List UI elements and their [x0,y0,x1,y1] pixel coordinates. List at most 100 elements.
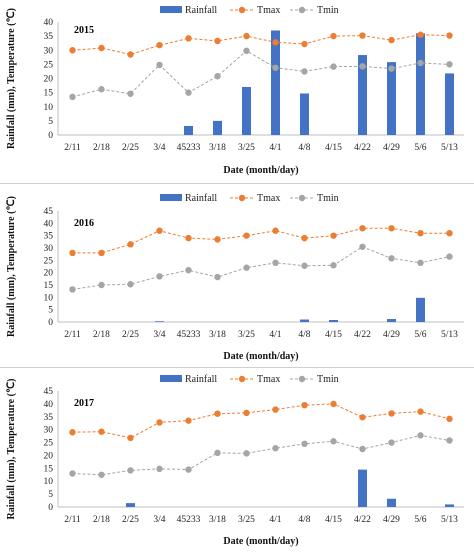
tmax-point [156,41,163,49]
x-tick-label: 4/22 [354,330,371,340]
tmax-point [185,417,192,424]
rainfall-bar [300,319,309,322]
tmax-point [330,400,337,408]
x-tick-label: 5/6 [414,330,426,340]
y-tick-label: 5 [48,490,53,500]
chart-panel-2015: 0 5 10 15 20 25 30 35 40 2/11 2/18 2/25 3/4 45233 3/18… [0,0,474,183]
year-label: 2016 [74,218,94,229]
x-tick-label: 3/25 [238,515,255,525]
tmax-point [359,414,366,421]
tmax-point [127,51,134,58]
legend-rainfall-label: Rainfall [185,193,217,204]
x-tick-label: 5/13 [441,143,458,153]
y-tick-label: 40 [44,18,54,28]
chart-2017: 0 5 10 15 20 25 30 35 40 45 2/11 2/18 2/25 3/4 45233 3/… [6,374,464,547]
x-tick-label: 4/22 [354,143,371,153]
x-tick-label: 4/1 [269,515,281,525]
y-tick-label: 10 [44,293,54,303]
tmin-point [301,262,308,269]
x-axis-label: Date (month/day) [223,351,298,362]
x-tick-label: 2/11 [64,143,81,153]
tmax-point [127,241,134,248]
x-tick-label: 2/18 [93,330,110,340]
tmax-point [98,249,105,257]
tmin-point [185,267,192,274]
rainfall-bar [445,504,454,507]
y-tick-label: 20 [44,269,54,279]
tmin-point [98,471,105,478]
tmax-series-line [72,34,450,56]
tmax-point [417,31,424,38]
y-tick-label: 20 [44,451,54,461]
rainfall-bar [155,321,164,322]
y-tick-label: 0 [48,131,53,141]
tmax-point [185,234,192,242]
legend-tmin-marker [298,375,306,383]
tmax-point [388,225,395,232]
rainfall-bar [126,503,135,507]
x-tick-label: 2/18 [93,143,110,153]
x-tick-label: 4/29 [383,515,400,525]
y-tick-label: 0 [48,318,53,328]
tmax-point [69,429,76,436]
rainfall-bar [184,125,193,135]
x-tick-label: 45233 [177,515,201,525]
tmax-point [272,406,279,413]
tmin-point [185,466,192,473]
tmax-point [214,410,221,417]
tmax-series-line [72,227,450,254]
x-tick-label: 2/25 [122,143,139,153]
tmin-point [330,262,337,269]
legend-tmin-label: Tmin [317,374,339,385]
rainfall-bar [271,30,280,136]
y-tick-label: 25 [44,439,54,449]
x-tick-label: 3/25 [238,143,255,153]
x-tick-label: 2/25 [122,330,139,340]
tmax-point [417,230,424,237]
tmin-point [127,90,134,97]
x-tick-label: 3/4 [153,330,165,340]
tmin-point [156,465,163,473]
tmin-point [446,253,453,260]
tmax-point [214,37,221,45]
tmax-point [301,40,308,48]
tmin-series-line [72,434,450,476]
tmin-point [127,281,134,288]
y-tick-label: 30 [44,244,54,254]
y-tick-label: 15 [44,464,54,474]
x-tick-label: 4/8 [298,143,310,153]
y-tick-label: 10 [44,103,54,113]
x-tick-label: 3/4 [153,143,165,153]
chart-panel-2016: 0 5 10 15 20 25 30 35 40 45 2/11 2/18 2/25 3/4 45233 3/… [0,184,474,367]
y-axis-label: Rainfall (mm), Temperature (℃) [6,8,17,149]
y-axis-label: Rainfall (mm), Temperature (℃) [6,196,17,337]
rainfall-bar [387,62,396,135]
tmin-point [388,255,395,262]
x-tick-label: 4/8 [298,515,310,525]
x-axis-label: Date (month/day) [223,165,298,176]
x-tick-label: 45233 [177,143,201,153]
legend-tmax-label: Tmax [257,374,280,385]
year-label: 2017 [74,398,94,409]
y-tick-label: 5 [48,117,53,127]
x-axis-label: Date (month/day) [223,536,298,547]
x-tick-label: 3/25 [238,330,255,340]
y-axis-label: Rainfall (mm), Temperature (℃) [6,378,17,519]
x-tick-label: 45233 [177,330,201,340]
legend-tmin-label: Tmin [317,193,339,204]
tmax-point [330,32,337,40]
x-tick-label: 3/4 [153,515,165,525]
y-tick-label: 25 [44,256,54,266]
x-tick-label: 5/6 [414,143,426,153]
y-tick-label: 10 [44,477,54,487]
tmax-point [417,408,424,415]
tmin-point [388,65,395,72]
legend-tmax-label: Tmax [257,5,280,16]
tmin-point [98,281,105,289]
chart-panel-2017: 0 5 10 15 20 25 30 35 40 45 2/11 2/18 2/25 3/4 45233 3/… [0,368,474,552]
legend-tmax-marker [238,6,246,14]
x-tick-label: 4/1 [269,143,281,153]
tmax-point [156,227,163,234]
x-tick-label: 5/13 [441,330,458,340]
tmin-point [127,467,134,474]
